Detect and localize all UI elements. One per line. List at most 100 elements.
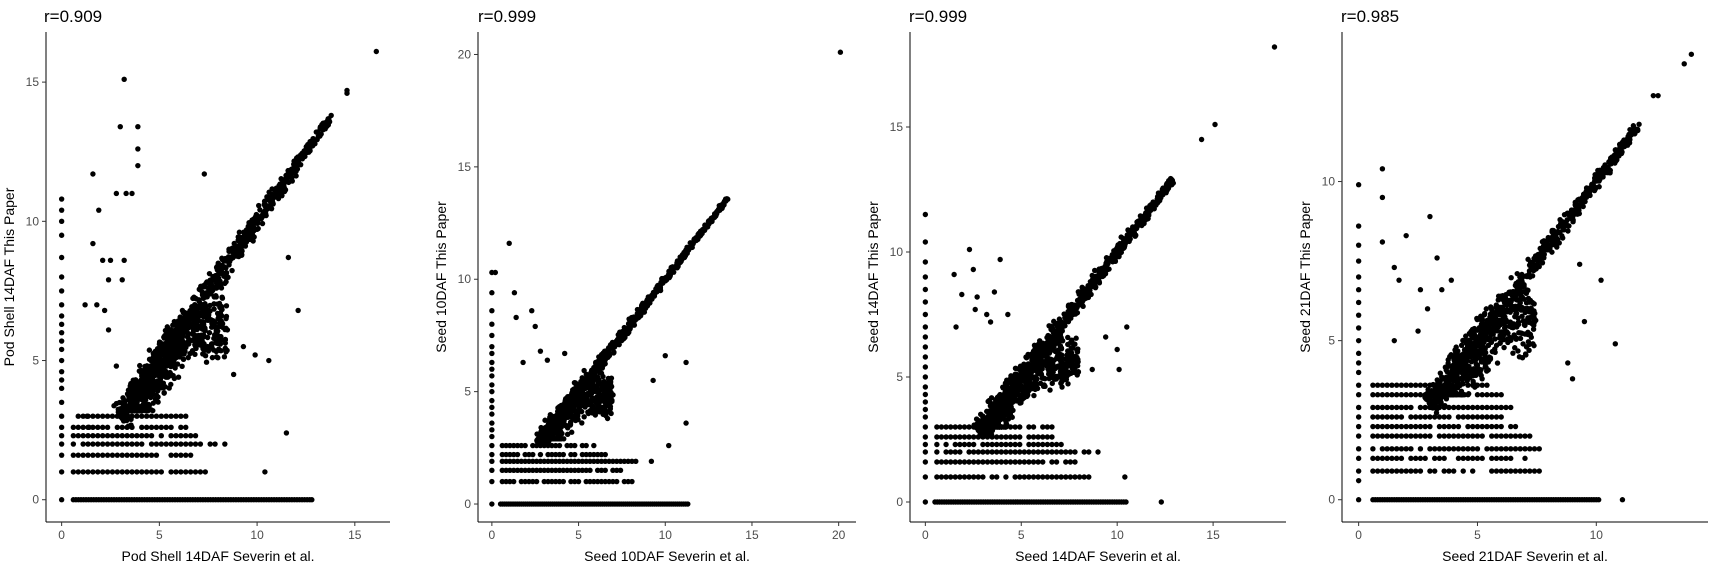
data-point [1370, 446, 1376, 452]
data-point [1412, 433, 1419, 439]
data-point [489, 321, 495, 327]
outlier-point [1114, 346, 1120, 353]
x-tick-label: 5 [1018, 528, 1025, 542]
data-point [104, 452, 111, 458]
data-point [1031, 383, 1037, 390]
data-point [58, 399, 65, 405]
data-point [947, 474, 954, 480]
data-point [114, 441, 121, 447]
data-point [156, 341, 163, 347]
data-point [177, 314, 183, 320]
data-point [202, 301, 208, 307]
data-point [661, 275, 668, 281]
data-point [173, 452, 179, 458]
data-point [1417, 382, 1424, 388]
data-point [934, 474, 940, 480]
data-point [75, 413, 81, 419]
data-point [58, 196, 65, 202]
data-point [99, 424, 106, 431]
data-point [183, 469, 189, 475]
data-point [580, 402, 586, 409]
data-point [1072, 459, 1078, 465]
data-point [1374, 455, 1381, 462]
data-point [254, 220, 260, 226]
data-point [1493, 392, 1500, 398]
data-point [1417, 414, 1424, 420]
data-point [75, 424, 81, 431]
data-point [922, 299, 929, 305]
data-point [1446, 414, 1452, 420]
data-point [1451, 468, 1457, 474]
data-point [90, 424, 96, 431]
data-point [1086, 474, 1092, 480]
x-tick-label: 0 [922, 528, 929, 542]
data-point [1484, 392, 1490, 398]
y-tick-label: 10 [26, 214, 40, 228]
data-point [714, 208, 721, 214]
data-point [1004, 395, 1011, 402]
data-point [938, 424, 945, 430]
data-point [1355, 360, 1362, 366]
data-point [215, 347, 221, 353]
data-point [1393, 392, 1400, 398]
data-point [1508, 455, 1514, 462]
x-axis-title: Seed 10DAF Severin et al. [584, 548, 750, 564]
data-point [259, 220, 266, 227]
data-point [1026, 424, 1032, 430]
data-point [980, 474, 986, 480]
data-point [1398, 446, 1405, 452]
data-point [1441, 414, 1447, 420]
data-point [1030, 474, 1037, 480]
data-point [1021, 459, 1028, 465]
data-point [153, 413, 160, 419]
data-point [119, 452, 125, 458]
data-point [1417, 455, 1424, 462]
data-point [1065, 334, 1071, 341]
data-point [1035, 441, 1041, 448]
data-point [1455, 414, 1462, 420]
data-point [315, 129, 321, 135]
data-point [1040, 459, 1046, 465]
data-point [1470, 378, 1476, 385]
data-point [1536, 446, 1542, 452]
data-point [143, 432, 150, 439]
data-point [1031, 392, 1037, 399]
data-point [952, 434, 958, 440]
data-point [168, 441, 174, 447]
x-tick-label: 0 [489, 528, 496, 542]
data-point [947, 459, 954, 465]
data-point [1355, 325, 1362, 331]
data-point [489, 388, 495, 395]
data-point [178, 424, 184, 431]
data-point [922, 449, 929, 455]
data-point [604, 415, 611, 422]
data-point [970, 434, 977, 440]
data-point [1012, 449, 1018, 455]
data-point [212, 441, 218, 447]
data-point [58, 218, 65, 225]
data-point [1527, 433, 1533, 439]
data-point [187, 441, 194, 447]
data-point [146, 363, 153, 369]
data-point [1398, 392, 1405, 398]
data-point [1089, 272, 1095, 279]
data-point [218, 285, 225, 291]
data-point [646, 296, 652, 302]
data-point [1408, 455, 1414, 462]
data-point [1484, 404, 1490, 411]
data-point [1408, 446, 1414, 452]
x-tick-label: 10 [659, 528, 673, 542]
data-point [173, 413, 179, 419]
data-point [278, 176, 284, 182]
data-point [1074, 310, 1081, 316]
data-point [974, 421, 980, 427]
outlier-point [562, 350, 568, 357]
data-point [1465, 423, 1471, 430]
outlier-point [837, 49, 844, 55]
data-point [1436, 433, 1443, 439]
data-point [952, 441, 958, 448]
outlier-point [520, 359, 526, 366]
data-point [1498, 446, 1504, 452]
data-point [161, 390, 167, 396]
data-point [207, 441, 213, 447]
